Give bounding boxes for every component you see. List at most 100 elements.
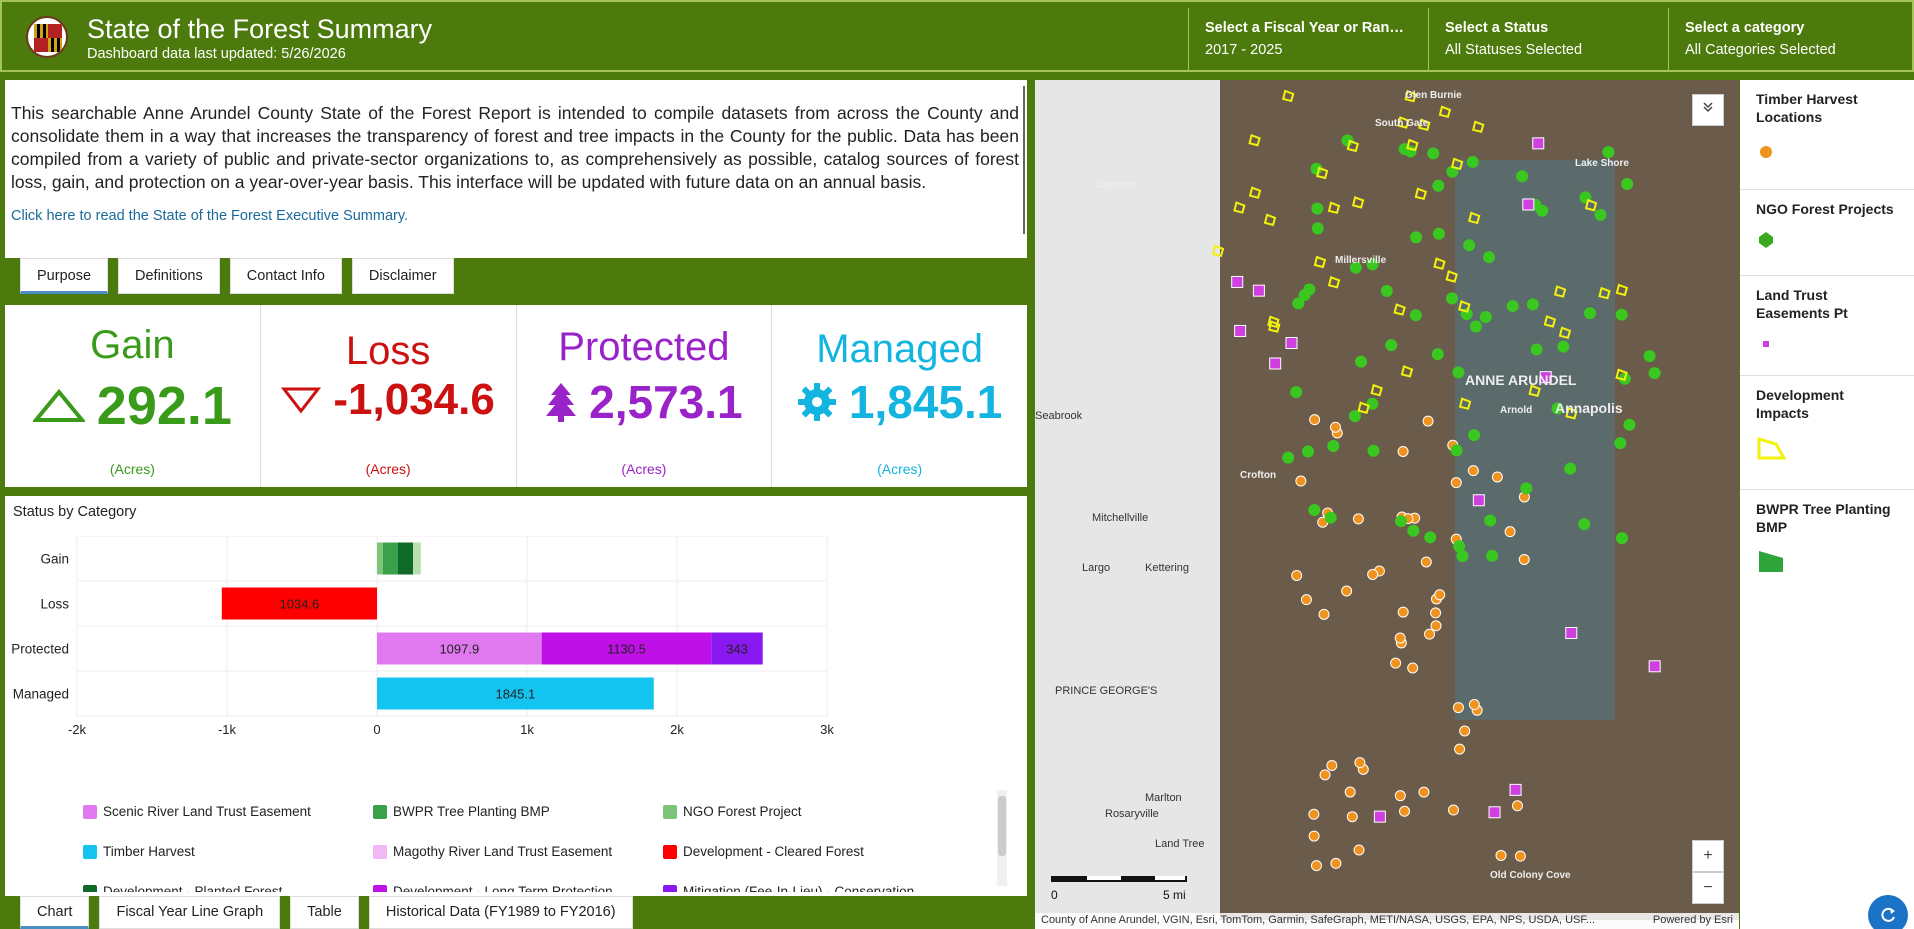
ngo-project-marker[interactable] (1432, 227, 1445, 240)
ngo-project-marker[interactable] (1290, 386, 1303, 399)
ngo-project-marker[interactable] (1385, 339, 1398, 352)
development-impact-polygon[interactable] (1584, 198, 1598, 212)
development-impact-polygon[interactable] (1327, 201, 1341, 215)
land-trust-easement-marker[interactable] (1252, 284, 1265, 297)
timber-harvest-marker[interactable] (1397, 606, 1409, 618)
development-impact-polygon[interactable] (1357, 401, 1370, 414)
ngo-project-marker[interactable] (1302, 445, 1315, 458)
timber-harvest-marker[interactable] (1394, 632, 1406, 644)
timber-harvest-marker[interactable] (1459, 725, 1471, 737)
timber-harvest-marker[interactable] (1420, 556, 1432, 568)
development-impact-polygon[interactable] (1543, 315, 1557, 328)
legend-item[interactable]: Magothy River Land Trust Easement (373, 844, 612, 859)
ngo-project-marker[interactable] (1536, 204, 1549, 217)
legend-item[interactable]: Development - Cleared Forest (663, 844, 864, 859)
ngo-project-marker[interactable] (1484, 514, 1497, 527)
timber-harvest-marker[interactable] (1454, 743, 1466, 755)
timber-harvest-marker[interactable] (1291, 570, 1303, 582)
development-impact-polygon[interactable] (1565, 407, 1578, 420)
timber-harvest-marker[interactable] (1308, 830, 1320, 842)
ngo-project-marker[interactable] (1520, 482, 1533, 495)
timber-harvest-marker[interactable] (1452, 702, 1464, 714)
development-impact-polygon[interactable] (1458, 300, 1471, 313)
timber-harvest-marker[interactable] (1346, 811, 1358, 823)
development-impact-polygon[interactable] (1468, 211, 1481, 225)
development-impact-polygon[interactable] (1615, 368, 1628, 381)
development-impact-polygon[interactable] (1404, 89, 1417, 103)
land-trust-easement-marker[interactable] (1522, 198, 1535, 211)
development-impact-polygon[interactable] (1327, 276, 1341, 289)
ngo-project-marker[interactable] (1348, 410, 1361, 423)
development-impact-polygon[interactable] (1313, 255, 1327, 269)
development-impact-polygon[interactable] (1267, 315, 1280, 329)
timber-harvest-marker[interactable] (1329, 421, 1341, 433)
timber-harvest-marker[interactable] (1295, 475, 1307, 487)
development-impact-polygon[interactable] (1418, 118, 1431, 131)
land-trust-easement-marker[interactable] (1488, 806, 1501, 819)
ngo-project-marker[interactable] (1551, 402, 1564, 415)
timber-harvest-marker[interactable] (1310, 860, 1322, 872)
development-impact-polygon[interactable] (1450, 157, 1464, 171)
development-impact-polygon[interactable] (1553, 285, 1567, 298)
land-trust-easement-marker[interactable] (1231, 275, 1244, 288)
ngo-project-marker[interactable] (1616, 532, 1629, 545)
ngo-project-marker[interactable] (1583, 307, 1596, 320)
fiscal-year-selector[interactable]: Select a Fiscal Year or Range ... 2017 -… (1188, 8, 1428, 72)
development-impact-polygon[interactable] (1315, 166, 1329, 180)
timber-harvest-marker[interactable] (1511, 800, 1523, 812)
ngo-project-marker[interactable] (1643, 350, 1656, 363)
ngo-project-marker[interactable] (1615, 308, 1628, 321)
timber-harvest-marker[interactable] (1518, 553, 1530, 565)
ngo-project-marker[interactable] (1324, 511, 1337, 524)
timber-harvest-marker[interactable] (1326, 760, 1338, 772)
development-impact-polygon[interactable] (1233, 201, 1246, 214)
legend-item[interactable]: Scenic River Land Trust Easement (83, 804, 311, 819)
timber-harvest-marker[interactable] (1309, 414, 1321, 426)
ngo-project-marker[interactable] (1431, 348, 1444, 361)
ngo-project-marker[interactable] (1424, 531, 1437, 544)
timber-harvest-marker[interactable] (1344, 786, 1356, 798)
timber-harvest-marker[interactable] (1407, 662, 1419, 674)
ngo-project-marker[interactable] (1366, 258, 1379, 271)
land-trust-easement-marker[interactable] (1234, 324, 1247, 337)
ngo-project-marker[interactable] (1298, 288, 1311, 301)
timber-harvest-marker[interactable] (1468, 699, 1480, 711)
ngo-project-marker[interactable] (1516, 170, 1529, 183)
development-impact-polygon[interactable] (1351, 196, 1365, 209)
timber-harvest-marker[interactable] (1341, 585, 1353, 597)
ngo-project-marker[interactable] (1482, 251, 1495, 264)
tab-purpose[interactable]: Purpose (20, 258, 109, 294)
ngo-project-marker[interactable] (1355, 355, 1368, 368)
legend-item[interactable]: Mitigation (Fee-In-Lieu) - Conservation (663, 884, 914, 892)
timber-harvest-marker[interactable] (1308, 808, 1320, 820)
legend-item[interactable]: BWPR Tree Planting BMP (373, 804, 550, 819)
land-trust-easement-marker[interactable] (1539, 371, 1552, 384)
timber-harvest-marker[interactable] (1514, 850, 1526, 862)
timber-harvest-marker[interactable] (1450, 477, 1462, 489)
ngo-project-marker[interactable] (1452, 366, 1465, 379)
ngo-project-marker[interactable] (1466, 155, 1479, 168)
ngo-project-marker[interactable] (1506, 300, 1519, 313)
status-selector[interactable]: Select a Status All Statuses Selected (1428, 8, 1668, 72)
legend-item[interactable]: Development - Long Term Protection (373, 884, 613, 892)
land-trust-easement-marker[interactable] (1472, 494, 1485, 507)
ngo-project-marker[interactable] (1602, 146, 1615, 159)
development-impact-polygon[interactable] (1370, 383, 1383, 397)
ngo-project-marker[interactable] (1395, 515, 1408, 528)
legend-item[interactable]: Development - Planted Forest (83, 884, 282, 892)
ngo-project-marker[interactable] (1594, 208, 1607, 221)
timber-harvest-marker[interactable] (1399, 805, 1411, 817)
tab-contact-info[interactable]: Contact Info (229, 258, 342, 294)
ngo-project-marker[interactable] (1614, 437, 1627, 450)
ngo-project-marker[interactable] (1407, 524, 1420, 537)
ngo-project-marker[interactable] (1446, 292, 1459, 305)
tab-fiscal-year-line-graph[interactable]: Fiscal Year Line Graph (99, 896, 281, 929)
ngo-project-marker[interactable] (1479, 311, 1492, 324)
description-scrollbar[interactable] (1023, 86, 1025, 234)
ngo-project-marker[interactable] (1621, 178, 1634, 191)
zoom-out-button[interactable]: − (1692, 872, 1724, 904)
ngo-project-marker[interactable] (1349, 261, 1362, 274)
tab-table[interactable]: Table (290, 896, 359, 929)
land-trust-easement-marker[interactable] (1532, 137, 1545, 150)
timber-harvest-marker[interactable] (1397, 445, 1409, 457)
